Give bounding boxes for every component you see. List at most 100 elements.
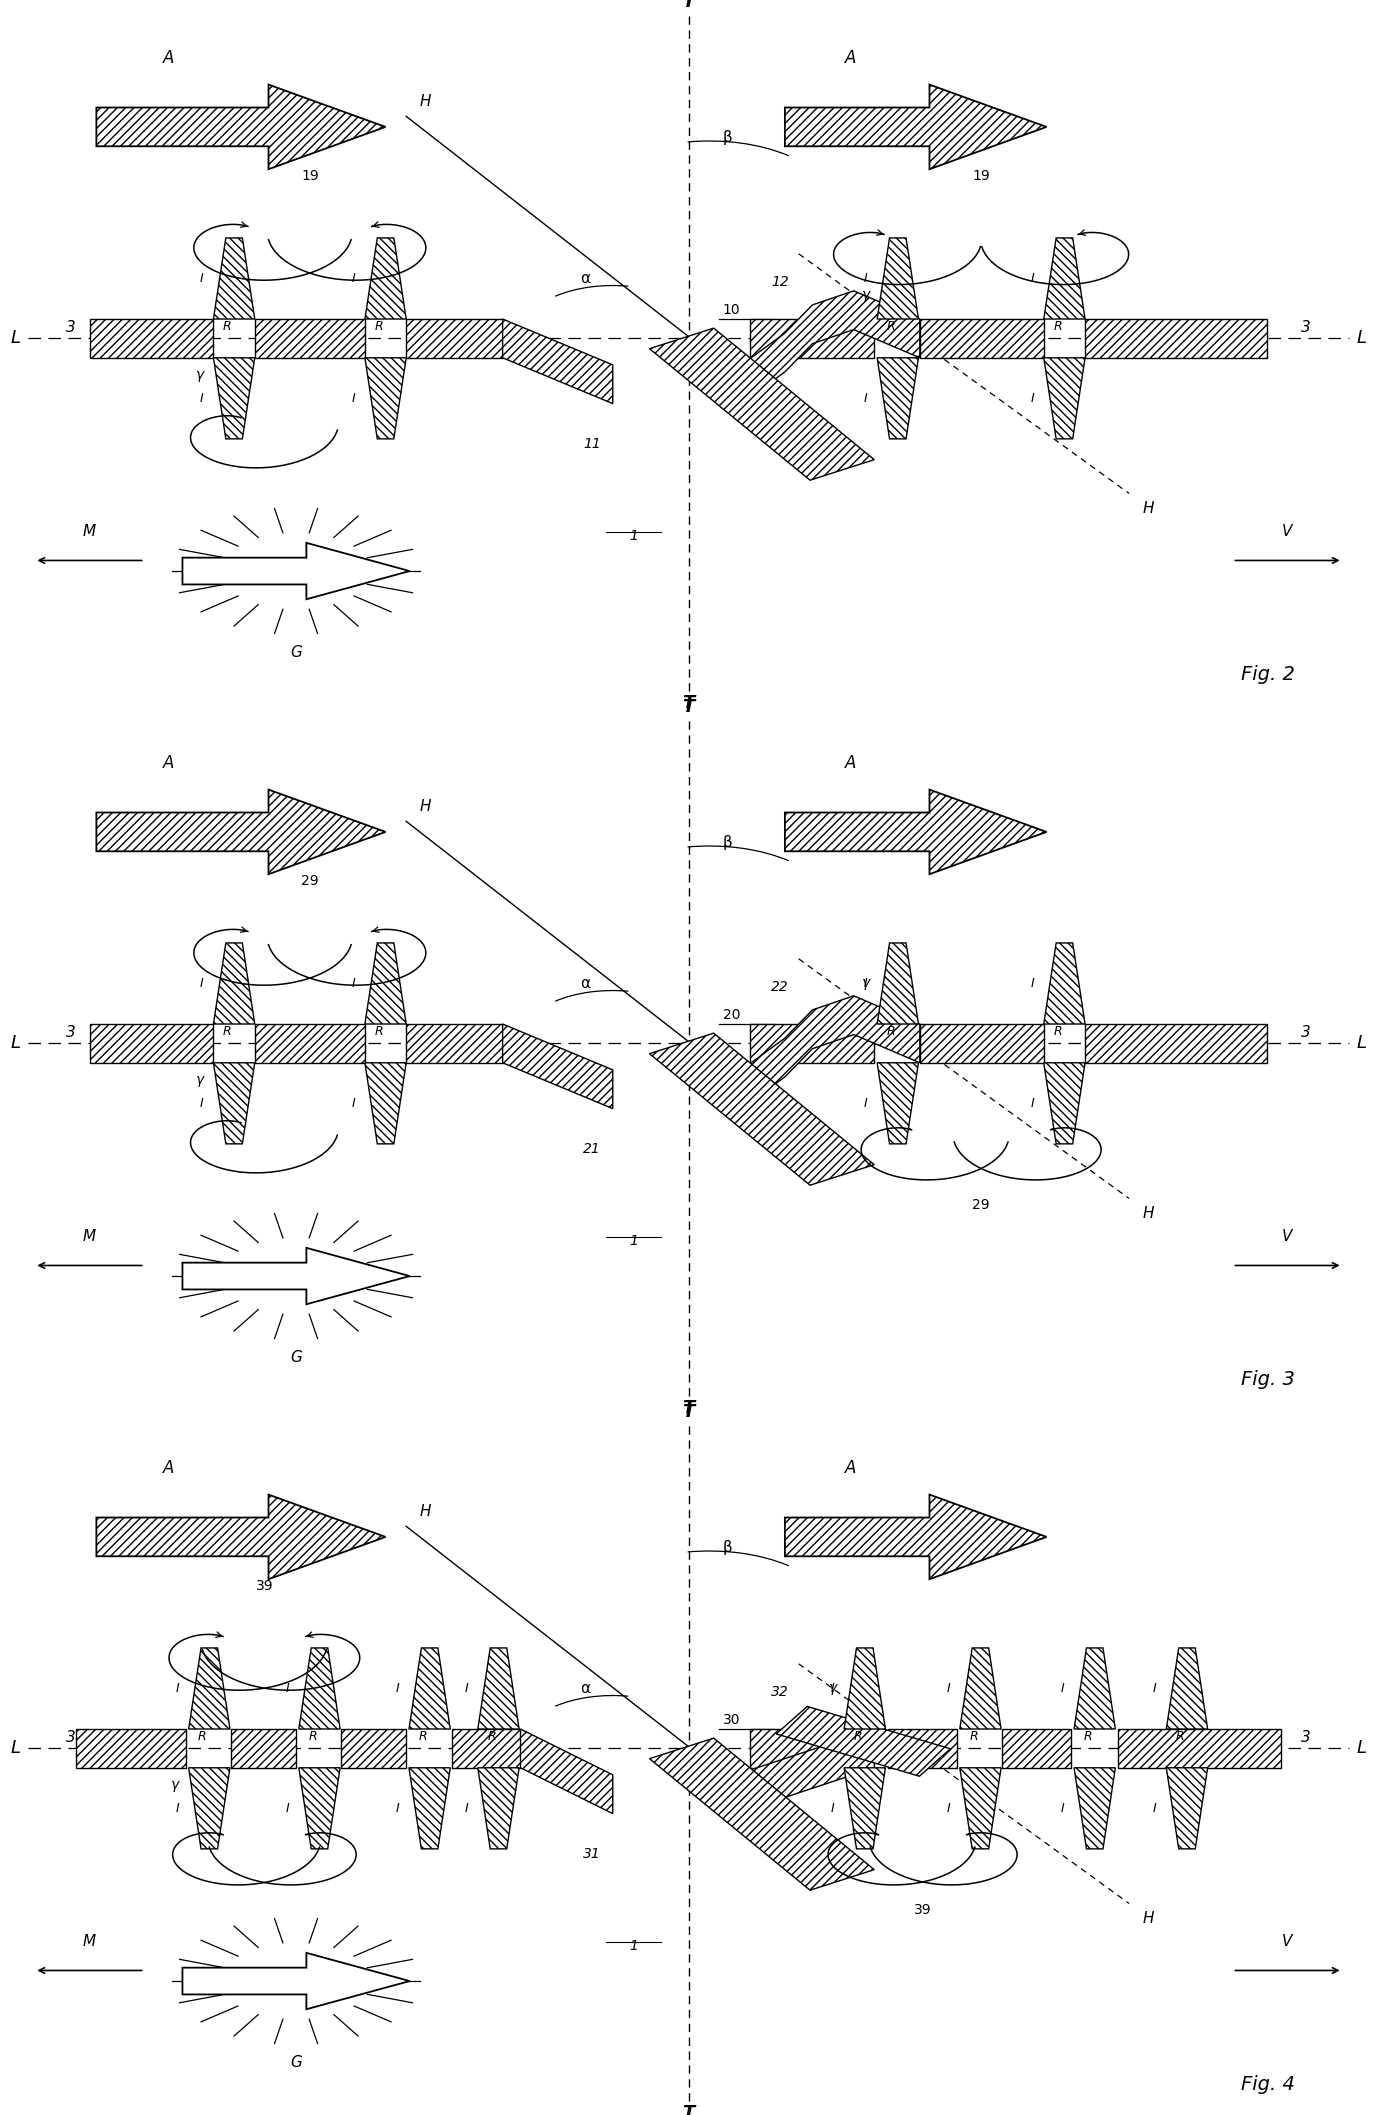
Bar bbox=[750, 1730, 843, 1768]
Text: I: I bbox=[175, 1681, 179, 1694]
Polygon shape bbox=[960, 1768, 1001, 1849]
Polygon shape bbox=[1044, 357, 1085, 438]
Polygon shape bbox=[182, 544, 410, 599]
Polygon shape bbox=[299, 1648, 340, 1730]
Polygon shape bbox=[1044, 239, 1085, 319]
Text: R: R bbox=[419, 1730, 427, 1743]
Text: D: D bbox=[821, 431, 830, 444]
Text: γ: γ bbox=[862, 977, 870, 990]
Text: R: R bbox=[887, 319, 895, 332]
Polygon shape bbox=[650, 1739, 874, 1891]
Text: I: I bbox=[351, 273, 355, 286]
Text: H: H bbox=[1143, 1206, 1154, 1220]
Text: Fig. 2: Fig. 2 bbox=[1241, 664, 1294, 683]
Text: 1: 1 bbox=[629, 1939, 638, 1952]
Text: 3: 3 bbox=[66, 1026, 76, 1041]
Polygon shape bbox=[365, 357, 406, 438]
Polygon shape bbox=[503, 1024, 613, 1108]
Text: I: I bbox=[946, 1681, 950, 1694]
Polygon shape bbox=[960, 1648, 1001, 1730]
Polygon shape bbox=[365, 239, 406, 319]
Text: γ: γ bbox=[829, 1681, 837, 1696]
Polygon shape bbox=[478, 1648, 519, 1730]
Text: γ: γ bbox=[171, 1777, 179, 1791]
Polygon shape bbox=[1166, 1768, 1208, 1849]
Bar bbox=[920, 319, 1044, 357]
Polygon shape bbox=[189, 1768, 230, 1849]
Text: I: I bbox=[464, 1681, 468, 1694]
Text: R: R bbox=[375, 319, 383, 332]
Text: H: H bbox=[420, 799, 431, 814]
Text: T: T bbox=[683, 1402, 694, 1421]
Text: I: I bbox=[395, 1802, 399, 1815]
Bar bbox=[231, 1730, 296, 1768]
Text: I: I bbox=[351, 1098, 355, 1110]
Text: R: R bbox=[223, 1026, 231, 1038]
Text: 29: 29 bbox=[972, 1199, 990, 1212]
Text: I: I bbox=[830, 1802, 834, 1815]
Polygon shape bbox=[1044, 943, 1085, 1024]
Text: 1: 1 bbox=[629, 529, 638, 544]
Text: D: D bbox=[821, 1136, 830, 1151]
Text: L: L bbox=[1356, 1739, 1366, 1758]
Polygon shape bbox=[478, 1768, 519, 1849]
Text: A: A bbox=[844, 49, 856, 68]
Text: 31: 31 bbox=[584, 1846, 600, 1861]
Bar bbox=[406, 319, 503, 357]
Bar bbox=[90, 319, 213, 357]
Text: β: β bbox=[723, 1540, 733, 1555]
Polygon shape bbox=[213, 943, 255, 1024]
Text: R: R bbox=[969, 1730, 978, 1743]
Text: I: I bbox=[863, 1098, 868, 1110]
Text: I: I bbox=[1060, 1681, 1064, 1694]
Polygon shape bbox=[877, 943, 918, 1024]
Text: T: T bbox=[683, 694, 694, 713]
Text: γ: γ bbox=[196, 368, 204, 381]
Bar bbox=[1085, 1024, 1267, 1062]
Text: I: I bbox=[863, 977, 868, 990]
Polygon shape bbox=[96, 789, 386, 873]
Text: γ: γ bbox=[862, 288, 870, 302]
Polygon shape bbox=[365, 943, 406, 1024]
Text: 19: 19 bbox=[302, 169, 318, 184]
Text: I: I bbox=[200, 391, 204, 404]
Polygon shape bbox=[777, 1707, 950, 1777]
Text: H: H bbox=[1143, 501, 1154, 516]
Text: A: A bbox=[844, 753, 856, 772]
Text: 3: 3 bbox=[66, 1730, 76, 1745]
Polygon shape bbox=[1044, 1062, 1085, 1144]
Text: I: I bbox=[175, 1802, 179, 1815]
Text: A: A bbox=[162, 1459, 175, 1476]
Polygon shape bbox=[189, 1648, 230, 1730]
Text: R: R bbox=[375, 1026, 383, 1038]
Polygon shape bbox=[650, 1032, 874, 1184]
Text: 10: 10 bbox=[723, 302, 741, 317]
Polygon shape bbox=[1166, 1648, 1208, 1730]
Text: R: R bbox=[308, 1730, 317, 1743]
Text: T: T bbox=[683, 0, 694, 11]
Text: I: I bbox=[863, 391, 868, 404]
Text: I: I bbox=[200, 273, 204, 286]
Text: R: R bbox=[854, 1730, 862, 1743]
Bar bbox=[406, 1024, 503, 1062]
Text: 20: 20 bbox=[723, 1009, 741, 1022]
Text: 29: 29 bbox=[302, 873, 318, 888]
Text: I: I bbox=[351, 391, 355, 404]
Text: V: V bbox=[1282, 525, 1293, 539]
Text: 22: 22 bbox=[771, 979, 789, 994]
Text: I: I bbox=[1030, 391, 1034, 404]
Text: M: M bbox=[83, 1935, 96, 1950]
Polygon shape bbox=[96, 1495, 386, 1580]
Text: 12: 12 bbox=[771, 275, 789, 290]
Polygon shape bbox=[785, 789, 1047, 873]
Text: I: I bbox=[1030, 1098, 1034, 1110]
Polygon shape bbox=[650, 328, 874, 480]
Polygon shape bbox=[213, 239, 255, 319]
Polygon shape bbox=[1074, 1768, 1115, 1849]
Text: R: R bbox=[887, 1026, 895, 1038]
Polygon shape bbox=[877, 357, 918, 438]
Polygon shape bbox=[521, 1730, 613, 1813]
Text: 3: 3 bbox=[1301, 1730, 1311, 1745]
Text: L: L bbox=[11, 1739, 21, 1758]
Text: A: A bbox=[162, 753, 175, 772]
